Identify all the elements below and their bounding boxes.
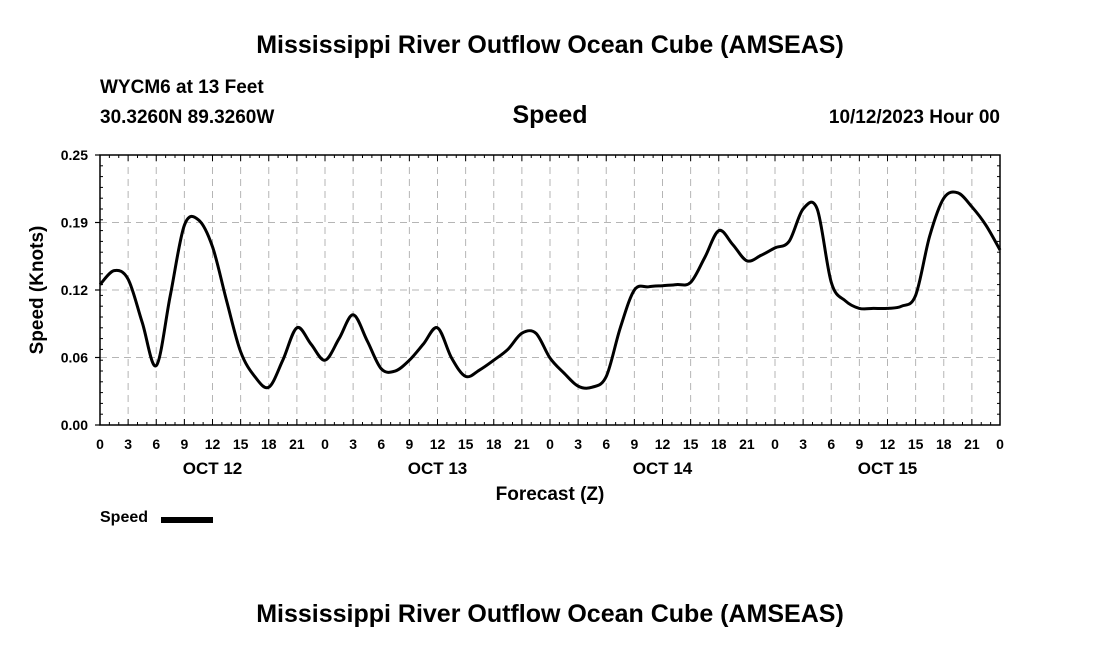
y-tick-label: 0.12 (61, 282, 88, 298)
legend-swatch (161, 517, 213, 523)
x-tick-label: 3 (124, 436, 132, 452)
x-tick-label: 15 (233, 436, 249, 452)
variable-title: Speed (512, 101, 588, 129)
x-tick-label: 21 (739, 436, 755, 452)
x-tick-label: 21 (964, 436, 980, 452)
y-tick-label: 0.00 (61, 417, 88, 433)
x-tick-label: 9 (180, 436, 188, 452)
x-tick-label: 18 (936, 436, 952, 452)
x-tick-label: 0 (546, 436, 554, 452)
x-tick-label: 6 (377, 436, 385, 452)
y-axis-title: Speed (Knots) (27, 226, 48, 355)
x-tick-label: 18 (486, 436, 502, 452)
x-tick-label: 12 (430, 436, 446, 452)
x-tick-label: 18 (261, 436, 277, 452)
x-tick-label: 15 (458, 436, 474, 452)
x-tick-label: 6 (827, 436, 835, 452)
x-tick-label: 0 (96, 436, 104, 452)
station-label: WYCM6 at 13 Feet (100, 77, 264, 98)
x-tick-label: 15 (683, 436, 699, 452)
x-tick-label: 6 (602, 436, 610, 452)
x-tick-label: 0 (996, 436, 1004, 452)
date-label: OCT 13 (408, 459, 468, 478)
x-tick-label: 12 (655, 436, 671, 452)
x-tick-label: 9 (405, 436, 413, 452)
x-tick-label: 15 (908, 436, 924, 452)
x-tick-label: 3 (799, 436, 807, 452)
x-axis-title: Forecast (Z) (496, 484, 605, 505)
datetime-label: 10/12/2023 Hour 00 (828, 107, 1000, 128)
y-tick-label: 0.25 (61, 147, 88, 163)
series-line-speed (98, 190, 1002, 390)
date-label: OCT 15 (858, 459, 918, 478)
chart-title-bottom: Mississippi River Outflow Ocean Cube (AM… (256, 600, 844, 628)
chart-title-top: Mississippi River Outflow Ocean Cube (AM… (256, 31, 844, 59)
x-tick-label: 9 (855, 436, 863, 452)
x-tick-label: 0 (771, 436, 779, 452)
y-tick-label: 0.19 (61, 215, 88, 231)
x-tick-label: 21 (514, 436, 530, 452)
x-tick-label: 21 (289, 436, 305, 452)
x-tick-label: 0 (321, 436, 329, 452)
legend-label: Speed (100, 509, 149, 526)
y-tick-label: 0.06 (61, 350, 88, 366)
speed-chart: 0.00 0.06 0.12 0.19 0.25 0 3 6 9 12 15 18 21 0 3 6 9 12 15… (27, 147, 1004, 505)
date-label: OCT 14 (633, 459, 693, 478)
x-tick-label: 3 (574, 436, 582, 452)
coordinates-label: 30.3260N 89.3260W (100, 107, 275, 128)
date-label: OCT 12 (183, 459, 243, 478)
x-tick-label: 12 (205, 436, 221, 452)
x-tick-label: 12 (880, 436, 896, 452)
x-tick-label: 6 (152, 436, 160, 452)
x-tick-label: 18 (711, 436, 727, 452)
x-tick-label: 9 (630, 436, 638, 452)
x-tick-label: 3 (349, 436, 357, 452)
